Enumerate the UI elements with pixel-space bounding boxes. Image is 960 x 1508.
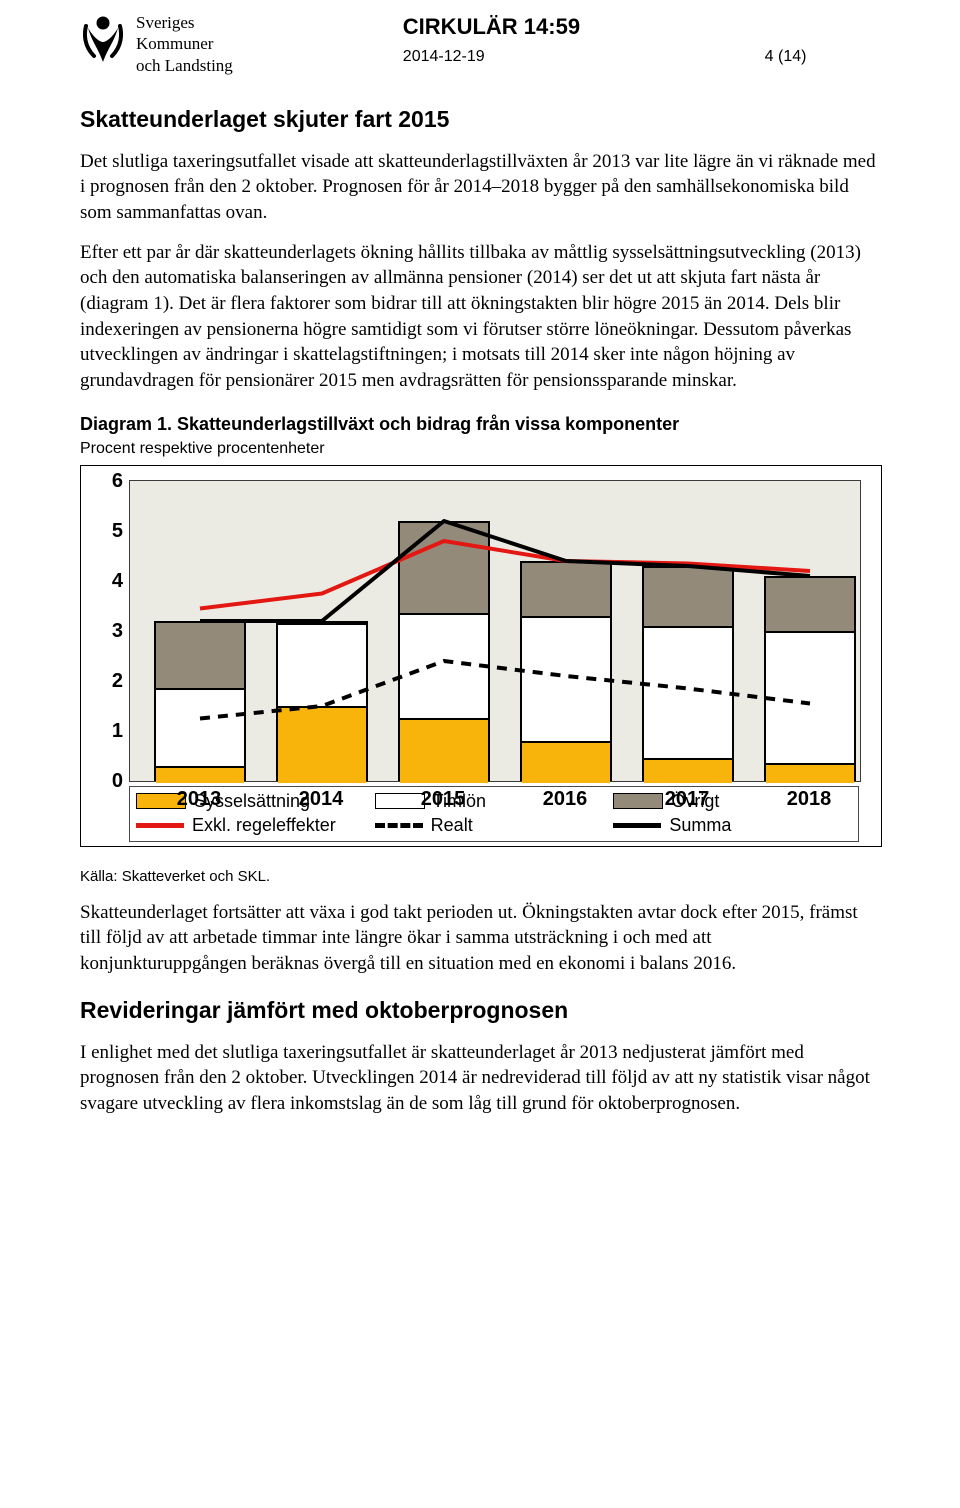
bar-segment [766,578,854,631]
circular-date: 2014-12-19 [403,46,485,68]
bar-segment [766,763,854,783]
paragraph-2: Efter ett par år där skatteunderlagets ö… [80,240,880,394]
bar-segment [644,568,732,626]
diagram-subtitle: Procent respektive procentenheter [80,438,880,460]
org-line3: och Landsting [136,55,233,76]
diagram-title: Diagram 1. Skatteunderlagstillväxt och b… [80,412,880,436]
x-label: 2013 [139,786,259,813]
paragraph-3: Skatteunderlaget fortsätter att växa i g… [80,900,880,977]
bar-segment [644,758,732,783]
bar-segment [522,616,610,741]
bar-segment [522,741,610,784]
legend-item: Exkl. regeleffekter [136,813,375,837]
section-title-2: Revideringar jämfört med oktoberprognose… [80,995,880,1026]
chart: SysselsättningTimlönÖvrigt Exkl. regelef… [80,465,882,847]
y-tick: 0 [103,768,123,795]
bar-segment [400,718,488,783]
logo-icon [80,12,126,64]
bar-segment [156,623,244,688]
bar-segment [400,613,488,718]
bar-segment [278,706,366,784]
y-tick: 6 [103,468,123,495]
bar-segment [400,523,488,613]
y-tick: 1 [103,718,123,745]
x-label: 2017 [627,786,747,813]
org-line1: Sveriges [136,12,233,33]
paragraph-4: I enlighet med det slutliga taxeringsutf… [80,1040,880,1117]
page-header: Sveriges Kommuner och Landsting CIRKULÄR… [80,12,880,76]
bar-segment [278,623,366,706]
circular-title: CIRKULÄR 14:59 [403,12,807,42]
bar-segment [156,688,244,766]
x-label: 2016 [505,786,625,813]
y-tick: 3 [103,618,123,645]
bar-segment [644,626,732,759]
org-logo: Sveriges Kommuner och Landsting [80,12,233,76]
bar-segment [766,631,854,764]
x-label: 2014 [261,786,381,813]
chart-container: SysselsättningTimlönÖvrigt Exkl. regelef… [80,465,880,847]
x-label: 2015 [383,786,503,813]
chart-source: Källa: Skatteverket och SKL. [80,867,880,887]
y-tick: 4 [103,568,123,595]
section-title-1: Skatteunderlaget skjuter fart 2015 [80,104,880,135]
y-tick: 5 [103,518,123,545]
bar-segment [522,563,610,616]
legend-item: Summa [613,813,852,837]
legend-item: Realt [375,813,614,837]
x-label: 2018 [749,786,869,813]
paragraph-1: Det slutliga taxeringsutfallet visade at… [80,149,880,226]
bar-segment [156,766,244,784]
page-number: 4 (14) [765,46,807,68]
y-tick: 2 [103,668,123,695]
org-line2: Kommuner [136,33,233,54]
